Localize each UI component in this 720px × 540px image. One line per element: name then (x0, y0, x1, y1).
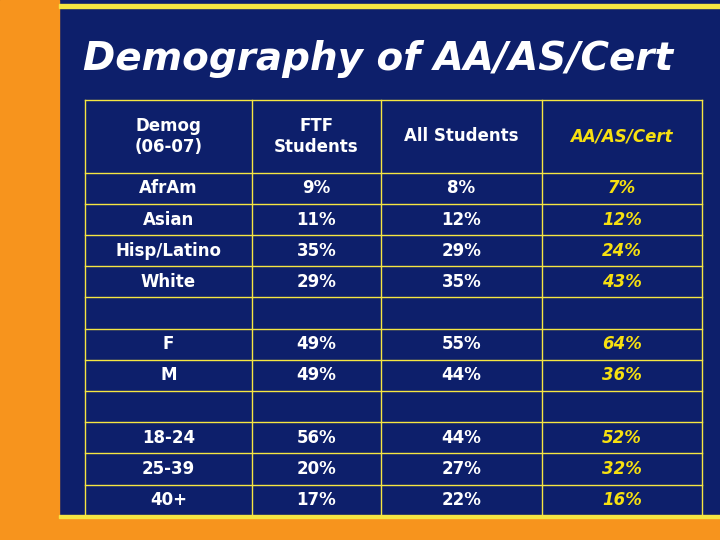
Text: 35%: 35% (441, 273, 481, 291)
Text: FTF
Students: FTF Students (274, 117, 359, 156)
Text: 8%: 8% (447, 179, 475, 198)
Text: 9%: 9% (302, 179, 330, 198)
Text: 16%: 16% (602, 491, 642, 509)
Text: 35%: 35% (297, 242, 336, 260)
Text: 36%: 36% (602, 367, 642, 384)
Text: 55%: 55% (441, 335, 481, 353)
Text: M: M (160, 367, 176, 384)
Text: 29%: 29% (297, 273, 336, 291)
Text: 44%: 44% (441, 367, 481, 384)
Text: Demog
(06-07): Demog (06-07) (134, 117, 202, 156)
Text: 43%: 43% (602, 273, 642, 291)
Text: 52%: 52% (602, 429, 642, 447)
Text: 49%: 49% (297, 367, 336, 384)
Text: 18-24: 18-24 (142, 429, 195, 447)
Text: 29%: 29% (441, 242, 481, 260)
Text: 64%: 64% (602, 335, 642, 353)
Text: 44%: 44% (441, 429, 481, 447)
Text: 40+: 40+ (150, 491, 186, 509)
Text: 24%: 24% (602, 242, 642, 260)
Text: Asian: Asian (143, 211, 194, 228)
Text: 17%: 17% (297, 491, 336, 509)
Text: 12%: 12% (441, 211, 481, 228)
Text: 20%: 20% (297, 460, 336, 478)
Text: 22%: 22% (441, 491, 481, 509)
Text: 12%: 12% (602, 211, 642, 228)
Text: 27%: 27% (441, 460, 481, 478)
Text: White: White (140, 273, 196, 291)
Text: Hisp/Latino: Hisp/Latino (115, 242, 221, 260)
Text: 11%: 11% (297, 211, 336, 228)
Text: 7%: 7% (608, 179, 636, 198)
Text: Demography of AA/AS/Cert: Demography of AA/AS/Cert (83, 40, 673, 78)
Text: AA/AS/Cert: AA/AS/Cert (570, 127, 673, 145)
Text: AfrAm: AfrAm (139, 179, 197, 198)
Text: All Students: All Students (404, 127, 518, 145)
Text: 32%: 32% (602, 460, 642, 478)
Text: 56%: 56% (297, 429, 336, 447)
Text: 49%: 49% (297, 335, 336, 353)
Text: F: F (163, 335, 174, 353)
Text: 25-39: 25-39 (142, 460, 195, 478)
